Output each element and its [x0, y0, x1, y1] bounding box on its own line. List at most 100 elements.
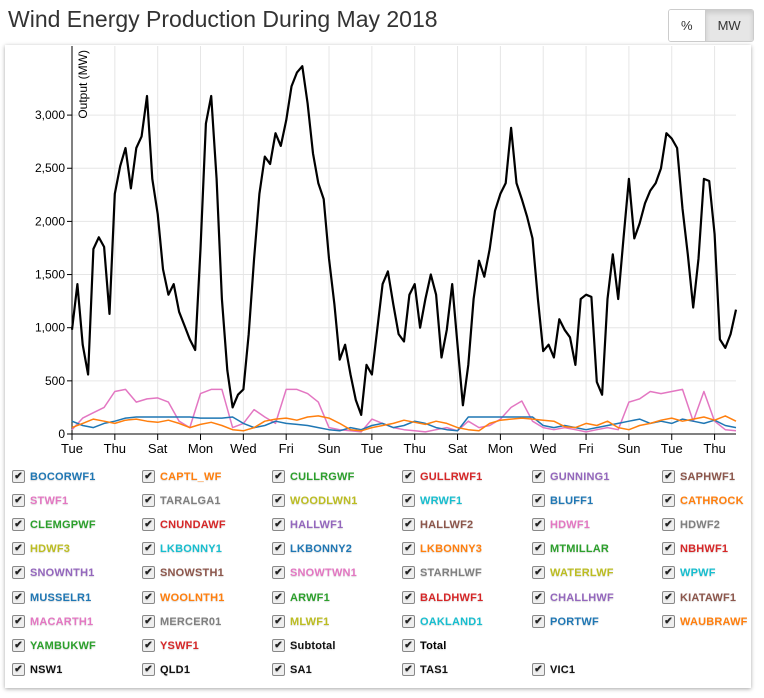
legend-item[interactable]: ✔ NBHWF1	[662, 542, 728, 555]
checkbox-checked-icon[interactable]: ✔	[402, 494, 415, 507]
checkbox-checked-icon[interactable]: ✔	[142, 542, 155, 555]
legend-item[interactable]: ✔ QLD1	[142, 663, 190, 676]
checkbox-checked-icon[interactable]: ✔	[12, 518, 25, 531]
legend-item[interactable]: ✔ CNUNDAWF	[142, 518, 226, 531]
checkbox-checked-icon[interactable]: ✔	[142, 470, 155, 483]
checkbox-checked-icon[interactable]: ✔	[142, 518, 155, 531]
checkbox-checked-icon[interactable]: ✔	[142, 566, 155, 579]
percent-button[interactable]: %	[669, 10, 705, 41]
legend-item[interactable]: ✔ SNOWSTH1	[142, 566, 224, 579]
checkbox-checked-icon[interactable]: ✔	[532, 518, 545, 531]
checkbox-checked-icon[interactable]: ✔	[532, 566, 545, 579]
legend-item[interactable]: ✔ KIATAWF1	[662, 591, 736, 604]
legend-item[interactable]: ✔ BLUFF1	[532, 494, 593, 507]
checkbox-checked-icon[interactable]: ✔	[142, 494, 155, 507]
legend-item[interactable]: ✔ HALLWF2	[402, 518, 473, 531]
checkbox-checked-icon[interactable]: ✔	[532, 494, 545, 507]
checkbox-checked-icon[interactable]: ✔	[12, 591, 25, 604]
legend-item[interactable]: ✔ BALDHWF1	[402, 591, 483, 604]
legend-item[interactable]: ✔ TARALGA1	[142, 494, 221, 507]
checkbox-checked-icon[interactable]: ✔	[142, 591, 155, 604]
checkbox-checked-icon[interactable]: ✔	[532, 663, 545, 676]
legend-item[interactable]: ✔ BOCORWF1	[12, 470, 96, 483]
legend-item[interactable]: ✔ WAUBRAWF	[662, 615, 748, 628]
legend-item[interactable]: ✔ YSWF1	[142, 639, 199, 652]
checkbox-checked-icon[interactable]: ✔	[662, 542, 675, 555]
checkbox-checked-icon[interactable]: ✔	[402, 591, 415, 604]
checkbox-checked-icon[interactable]: ✔	[12, 663, 25, 676]
legend-item[interactable]: ✔ HALLWF1	[272, 518, 343, 531]
legend-item[interactable]: ✔ HDWF1	[532, 518, 590, 531]
legend-item[interactable]: ✔ ARWF1	[272, 591, 330, 604]
legend-item[interactable]: ✔ Total	[402, 639, 446, 652]
checkbox-checked-icon[interactable]: ✔	[532, 542, 545, 555]
legend-item[interactable]: ✔ MTMILLAR	[532, 542, 609, 555]
legend-item[interactable]: ✔ CAPTL_WF	[142, 470, 221, 483]
checkbox-checked-icon[interactable]: ✔	[402, 542, 415, 555]
checkbox-checked-icon[interactable]: ✔	[662, 470, 675, 483]
legend-item[interactable]: ✔ Subtotal	[272, 639, 336, 652]
legend-item[interactable]: ✔ SNOWTWN1	[272, 566, 357, 579]
checkbox-checked-icon[interactable]: ✔	[12, 470, 25, 483]
legend-item[interactable]: ✔ CULLRGWF	[272, 470, 355, 483]
checkbox-checked-icon[interactable]: ✔	[272, 518, 285, 531]
legend-item[interactable]: ✔ SNOWNTH1	[12, 566, 95, 579]
checkbox-checked-icon[interactable]: ✔	[142, 639, 155, 652]
checkbox-checked-icon[interactable]: ✔	[662, 518, 675, 531]
checkbox-checked-icon[interactable]: ✔	[402, 518, 415, 531]
checkbox-checked-icon[interactable]: ✔	[402, 639, 415, 652]
checkbox-checked-icon[interactable]: ✔	[272, 615, 285, 628]
checkbox-checked-icon[interactable]: ✔	[662, 591, 675, 604]
checkbox-checked-icon[interactable]: ✔	[12, 615, 25, 628]
mw-button[interactable]: MW	[704, 10, 753, 41]
checkbox-checked-icon[interactable]: ✔	[402, 470, 415, 483]
checkbox-checked-icon[interactable]: ✔	[272, 566, 285, 579]
legend-item[interactable]: ✔ TAS1	[402, 663, 448, 676]
checkbox-checked-icon[interactable]: ✔	[532, 615, 545, 628]
checkbox-checked-icon[interactable]: ✔	[272, 542, 285, 555]
checkbox-checked-icon[interactable]: ✔	[402, 663, 415, 676]
checkbox-checked-icon[interactable]: ✔	[532, 470, 545, 483]
checkbox-checked-icon[interactable]: ✔	[662, 494, 675, 507]
legend-item[interactable]: ✔ CATHROCK	[662, 494, 744, 507]
legend-item[interactable]: ✔ LKBONNY2	[272, 542, 352, 555]
legend-item[interactable]: ✔ CHALLHWF	[532, 591, 614, 604]
legend-item[interactable]: ✔ SAPHWF1	[662, 470, 735, 483]
legend-item[interactable]: ✔ WOODLWN1	[272, 494, 358, 507]
legend-item[interactable]: ✔ NSW1	[12, 663, 63, 676]
checkbox-checked-icon[interactable]: ✔	[12, 639, 25, 652]
legend-item[interactable]: ✔ STARHLWF	[402, 566, 482, 579]
legend-item[interactable]: ✔ STWF1	[12, 494, 68, 507]
checkbox-checked-icon[interactable]: ✔	[272, 639, 285, 652]
checkbox-checked-icon[interactable]: ✔	[272, 663, 285, 676]
checkbox-checked-icon[interactable]: ✔	[142, 663, 155, 676]
checkbox-checked-icon[interactable]: ✔	[142, 615, 155, 628]
legend-item[interactable]: ✔ VIC1	[532, 663, 575, 676]
legend-item[interactable]: ✔ PORTWF	[532, 615, 599, 628]
legend-item[interactable]: ✔ MACARTH1	[12, 615, 93, 628]
checkbox-checked-icon[interactable]: ✔	[12, 494, 25, 507]
legend-item[interactable]: ✔ LKBONNY1	[142, 542, 222, 555]
checkbox-checked-icon[interactable]: ✔	[272, 470, 285, 483]
legend-item[interactable]: ✔ YAMBUKWF	[12, 639, 96, 652]
legend-item[interactable]: ✔ WOOLNTH1	[142, 591, 225, 604]
legend-item[interactable]: ✔ HDWF2	[662, 518, 720, 531]
checkbox-checked-icon[interactable]: ✔	[272, 591, 285, 604]
checkbox-checked-icon[interactable]: ✔	[12, 566, 25, 579]
checkbox-checked-icon[interactable]: ✔	[532, 591, 545, 604]
legend-item[interactable]: ✔ MERCER01	[142, 615, 222, 628]
checkbox-checked-icon[interactable]: ✔	[662, 566, 675, 579]
checkbox-checked-icon[interactable]: ✔	[402, 566, 415, 579]
legend-item[interactable]: ✔ WPWF	[662, 566, 716, 579]
legend-item[interactable]: ✔ MUSSELR1	[12, 591, 92, 604]
checkbox-checked-icon[interactable]: ✔	[12, 542, 25, 555]
legend-item[interactable]: ✔ HDWF3	[12, 542, 70, 555]
legend-item[interactable]: ✔ OAKLAND1	[402, 615, 483, 628]
checkbox-checked-icon[interactable]: ✔	[662, 615, 675, 628]
checkbox-checked-icon[interactable]: ✔	[402, 615, 415, 628]
legend-item[interactable]: ✔ LKBONNY3	[402, 542, 482, 555]
legend-item[interactable]: ✔ WATERLWF	[532, 566, 614, 579]
checkbox-checked-icon[interactable]: ✔	[272, 494, 285, 507]
legend-item[interactable]: ✔ GUNNING1	[532, 470, 610, 483]
legend-item[interactable]: ✔ WRWF1	[402, 494, 462, 507]
